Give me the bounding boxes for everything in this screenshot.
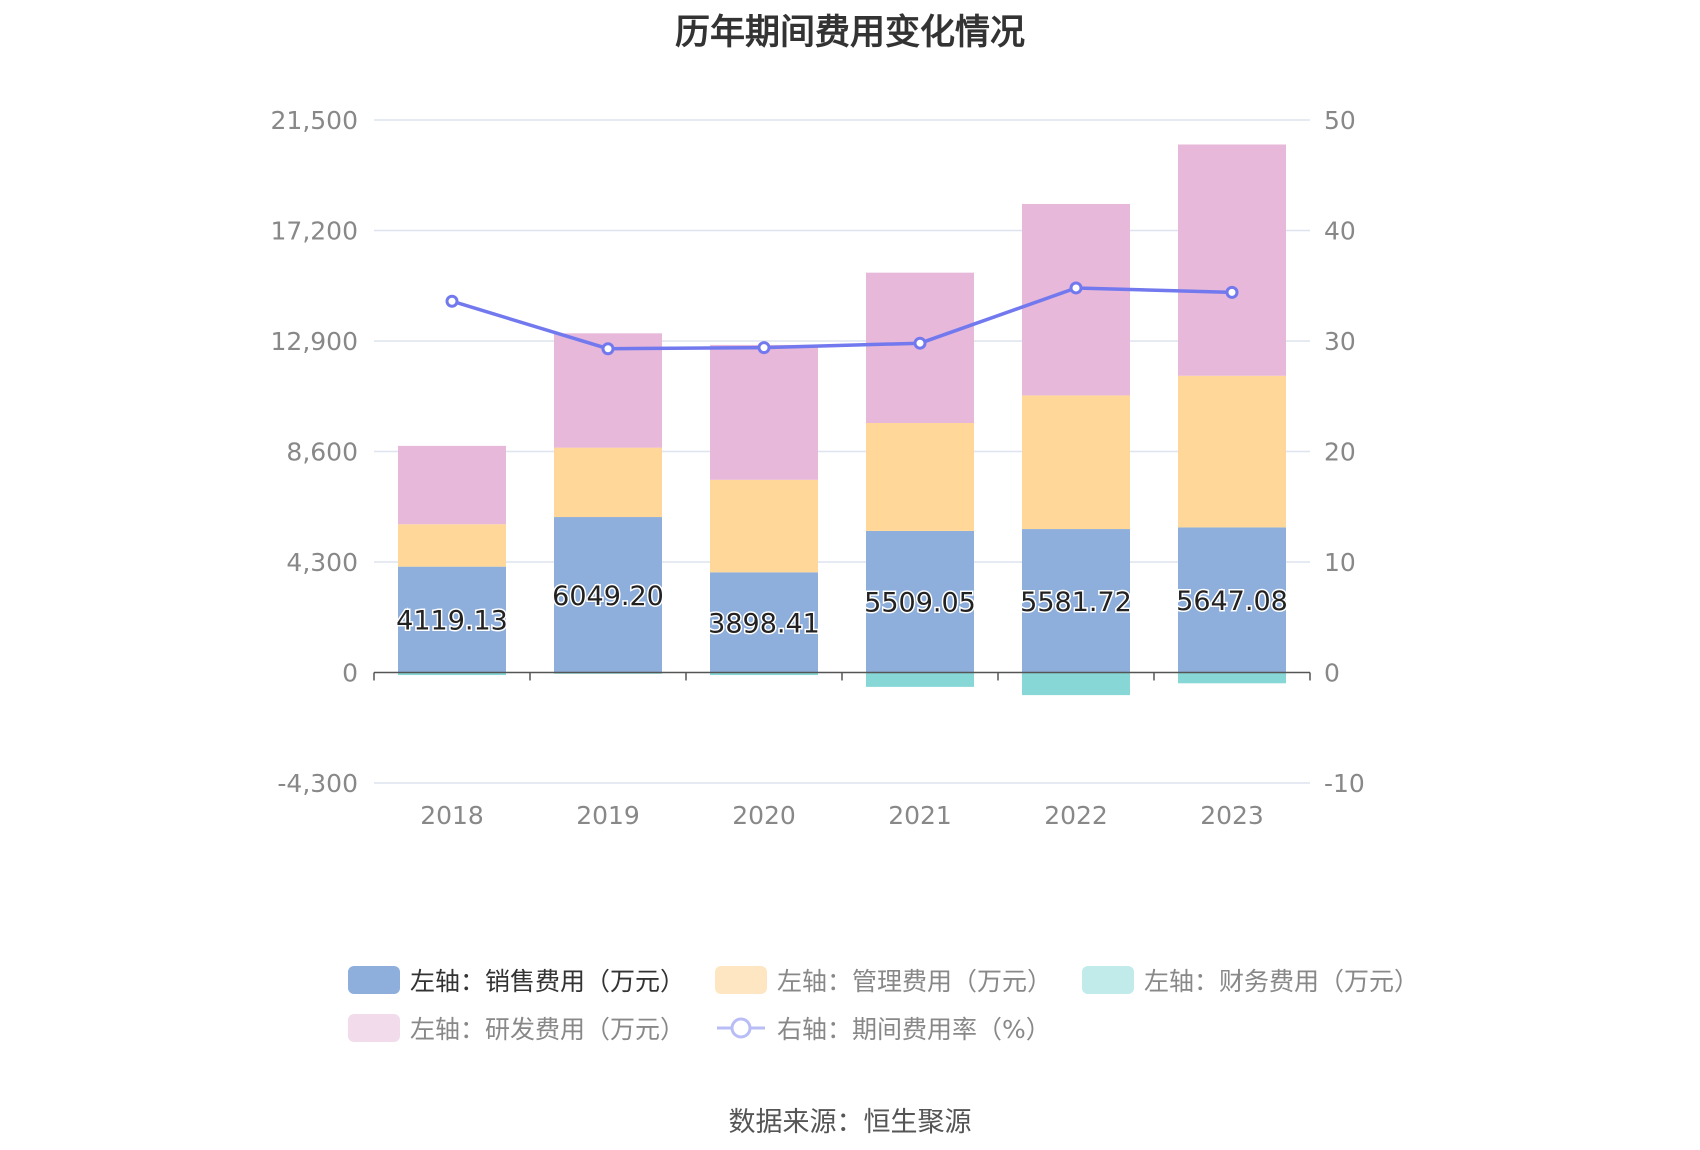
bar-rd xyxy=(398,445,506,525)
rate-point xyxy=(1069,281,1083,295)
bar-finance xyxy=(866,672,974,687)
bar-rd xyxy=(1178,144,1286,376)
left-axis-tick-label: 21,500 xyxy=(271,106,358,135)
legend-item[interactable]: 左轴：财务费用（万元） xyxy=(1082,962,1419,998)
bar-sales xyxy=(1178,527,1286,673)
left-axis-tick-label: 0 xyxy=(342,659,358,688)
bar-admin xyxy=(1022,395,1130,530)
bar-sales xyxy=(398,566,506,673)
data-label: 6049.20 xyxy=(552,581,664,612)
x-axis-tick-label: 2020 xyxy=(732,801,796,830)
data-label: 5509.05 xyxy=(864,588,976,619)
bar-finance xyxy=(710,672,818,676)
bar-sales xyxy=(866,530,974,673)
rate-line xyxy=(451,286,1233,351)
legend-item[interactable]: 右轴：期间费用率（%） xyxy=(715,1010,1051,1046)
legend-line-icon xyxy=(717,1017,766,1039)
legend-swatch xyxy=(348,1014,400,1042)
right-axis-tick-label: -10 xyxy=(1324,769,1365,798)
rate-point xyxy=(1225,285,1239,299)
x-axis-tick-label: 2023 xyxy=(1200,801,1264,830)
rate-point xyxy=(913,336,927,350)
data-label: 5581.72 xyxy=(1020,587,1132,618)
bar-sales xyxy=(554,517,662,673)
legend-label: 左轴：研发费用（万元） xyxy=(410,1015,686,1044)
bar-sales xyxy=(1022,529,1130,673)
legend-label: 左轴：财务费用（万元） xyxy=(1144,967,1420,996)
bar-admin xyxy=(398,524,506,567)
legend-item[interactable]: 左轴：研发费用（万元） xyxy=(348,1010,685,1046)
legend-row-2: 左轴：研发费用（万元） 右轴：期间费用率（%） xyxy=(348,1010,1081,1046)
bar-admin xyxy=(1178,375,1286,528)
x-axis-tick-label: 2019 xyxy=(576,801,640,830)
left-axis-tick-label: 4,300 xyxy=(286,548,358,577)
bar-rd xyxy=(710,344,818,480)
x-axis-tick-label: 2018 xyxy=(420,801,484,830)
left-axis-tick-label: 12,900 xyxy=(271,327,358,356)
left-axis-tick-label: 17,200 xyxy=(271,217,358,246)
x-axis-tick-label: 2021 xyxy=(888,801,952,830)
bar-finance xyxy=(1178,672,1286,684)
bar-finance xyxy=(1022,672,1130,696)
right-axis-tick-label: 40 xyxy=(1324,217,1356,246)
right-axis-tick-label: 10 xyxy=(1324,548,1356,577)
legend-swatch xyxy=(1082,966,1135,994)
rate-point xyxy=(445,294,459,308)
bar-admin xyxy=(710,479,818,573)
legend-row-1: 左轴：销售费用（万元） 左轴：管理费用（万元） 左轴：财务费用（万元） xyxy=(348,962,1449,998)
right-axis-tick-label: 50 xyxy=(1324,106,1356,135)
data-source: 数据来源：恒生聚源 xyxy=(728,1107,972,1138)
legend-item[interactable]: 左轴：销售费用（万元） xyxy=(348,962,685,998)
legend-label: 左轴：销售费用（万元） xyxy=(410,967,686,996)
left-axis-tick-label: -4,300 xyxy=(277,769,358,798)
bar-admin xyxy=(554,447,662,518)
data-label: 4119.13 xyxy=(396,606,508,637)
right-axis-tick-label: 30 xyxy=(1324,327,1356,356)
legend-swatch xyxy=(715,966,768,994)
bar-sales xyxy=(710,572,818,673)
legend-swatch xyxy=(348,966,400,994)
data-label: 5647.08 xyxy=(1176,586,1288,617)
rate-point xyxy=(757,341,771,355)
bar-admin xyxy=(866,423,974,531)
data-label: 3898.41 xyxy=(708,608,820,639)
legend-label: 右轴：期间费用率（%） xyxy=(777,1015,1051,1044)
right-axis-tick-label: 0 xyxy=(1324,659,1340,688)
right-axis-tick-label: 20 xyxy=(1324,438,1356,467)
chart-title: 历年期间费用变化情况 xyxy=(674,13,1025,53)
legend-item[interactable]: 左轴：管理费用（万元） xyxy=(715,962,1052,998)
left-axis-tick-label: 8,600 xyxy=(286,438,358,467)
legend-label: 左轴：管理费用（万元） xyxy=(777,967,1053,996)
bar-finance xyxy=(398,672,506,676)
rate-point xyxy=(601,342,615,356)
x-axis-tick-label: 2022 xyxy=(1044,801,1108,830)
